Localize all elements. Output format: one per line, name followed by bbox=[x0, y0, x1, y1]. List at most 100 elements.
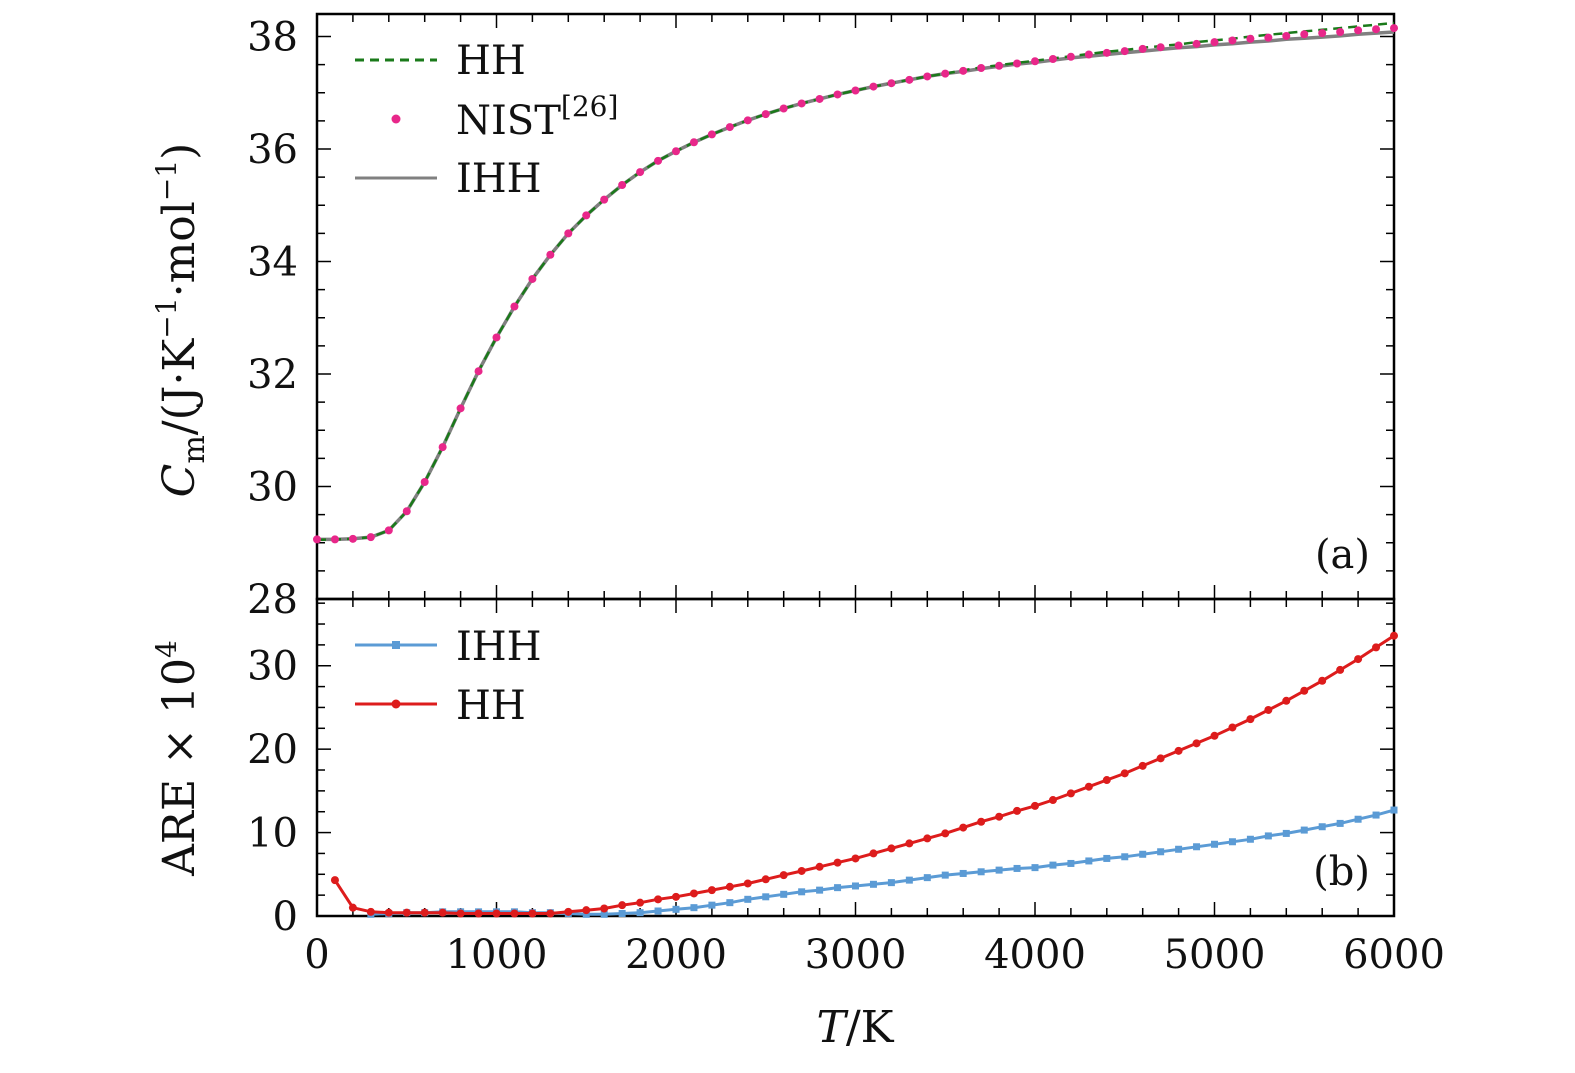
hh-are-point bbox=[492, 909, 501, 918]
ihh-are-point bbox=[852, 882, 859, 890]
hh-are-point bbox=[582, 906, 591, 915]
ihh-are-point bbox=[995, 866, 1003, 874]
panel-b-ylabel: ARE × 104 bbox=[150, 640, 205, 877]
nist-point bbox=[941, 69, 950, 78]
hh-are-point bbox=[1246, 715, 1255, 724]
hh-are-point bbox=[600, 904, 609, 913]
hh-are-point bbox=[1031, 801, 1039, 810]
nist-point bbox=[313, 535, 321, 544]
nist-point bbox=[564, 229, 573, 238]
hh-are-point bbox=[977, 817, 986, 826]
hh-are-point bbox=[438, 908, 447, 917]
ihh-are-point bbox=[1157, 848, 1165, 856]
hh-are-point bbox=[851, 854, 860, 863]
nist-point bbox=[797, 99, 806, 108]
nist-point bbox=[995, 61, 1004, 70]
ihh-are-point bbox=[636, 909, 644, 917]
ihh-are-point bbox=[762, 893, 770, 901]
hh-are-point bbox=[384, 908, 393, 917]
hh-are-point bbox=[1084, 782, 1093, 791]
hh-are-point bbox=[618, 901, 627, 910]
nist-point bbox=[492, 333, 501, 342]
ihh-are-point bbox=[1390, 806, 1398, 814]
ihh-are-point bbox=[923, 874, 931, 882]
ihh-are-point bbox=[1211, 840, 1218, 848]
hh-are-point bbox=[1210, 731, 1219, 740]
nist-point bbox=[672, 147, 680, 156]
hh-are-point bbox=[923, 834, 932, 843]
hh-are-point bbox=[672, 892, 680, 901]
nist-point bbox=[1354, 26, 1363, 35]
ihh-are-point bbox=[1121, 853, 1129, 861]
nist-point bbox=[1120, 47, 1129, 56]
nist-point bbox=[779, 104, 788, 113]
legend-b-ihh-marker bbox=[392, 641, 400, 649]
nist-point bbox=[923, 72, 932, 81]
hh-are-point bbox=[707, 886, 716, 895]
ihh-are-point bbox=[1372, 811, 1380, 819]
nist-point bbox=[977, 64, 986, 72]
nist-point bbox=[869, 82, 878, 91]
panel-b-ytick-label: 10 bbox=[247, 811, 298, 857]
ihh-are-point bbox=[582, 910, 590, 918]
hh-are-point bbox=[1120, 769, 1129, 778]
nist-point bbox=[833, 90, 842, 99]
panel-a-ytick-label: 28 bbox=[247, 577, 298, 623]
x-tick-label: 3000 bbox=[805, 932, 907, 978]
panel-a-ytick-label: 38 bbox=[247, 15, 298, 61]
nist-point bbox=[366, 533, 375, 542]
hh-are-point bbox=[869, 849, 878, 858]
hh-are-line bbox=[333, 634, 1395, 915]
nist-point bbox=[815, 94, 824, 103]
nist-point bbox=[618, 181, 627, 189]
nist-point bbox=[1300, 30, 1309, 39]
ihh-are-point bbox=[1067, 859, 1075, 867]
ihh-are-point bbox=[905, 876, 913, 884]
ihh-are-point bbox=[1085, 857, 1093, 865]
ihh-are-point bbox=[1300, 826, 1308, 834]
nist-point bbox=[582, 211, 591, 220]
nist-point bbox=[438, 443, 447, 452]
hh-are-point bbox=[1066, 789, 1075, 798]
nist-point bbox=[384, 526, 393, 535]
nist-point bbox=[1084, 50, 1093, 59]
hh-are-point bbox=[1048, 796, 1057, 805]
hh-are-point bbox=[797, 866, 806, 875]
x-tick-label: 1000 bbox=[446, 932, 548, 978]
ihh-are-point bbox=[654, 907, 662, 915]
nist-point bbox=[1246, 34, 1255, 43]
hh-are-point bbox=[995, 812, 1004, 821]
ihh-are-point bbox=[887, 879, 895, 887]
nist-point bbox=[402, 507, 411, 516]
nist-point bbox=[761, 110, 770, 119]
ihh-are-point bbox=[869, 880, 877, 888]
x-tick-label: 2000 bbox=[625, 932, 727, 978]
x-tick-label: 5000 bbox=[1164, 932, 1266, 978]
panel-a-series bbox=[313, 21, 1398, 544]
nist-point bbox=[1066, 52, 1075, 61]
nist-point bbox=[725, 123, 734, 132]
hh-are-point bbox=[546, 909, 555, 918]
hh-are-point bbox=[941, 829, 950, 838]
ihh-are-point bbox=[672, 905, 680, 913]
nist-point bbox=[456, 404, 465, 413]
nist-point bbox=[1031, 57, 1039, 66]
nist-point bbox=[1210, 38, 1219, 47]
hh-are-point bbox=[348, 903, 357, 912]
nist-point bbox=[1048, 55, 1057, 63]
nist-point bbox=[1102, 48, 1111, 57]
nist-point bbox=[1390, 24, 1398, 33]
nist-point bbox=[600, 195, 609, 204]
hh-are-point bbox=[1156, 754, 1165, 763]
ihh-are-point bbox=[1336, 819, 1344, 827]
ihh-are-point bbox=[1318, 823, 1326, 831]
legend-nist-label: NIST[26] bbox=[456, 90, 618, 144]
hh-are-point bbox=[420, 908, 429, 917]
nist-point bbox=[743, 116, 752, 125]
ihh-are-point bbox=[1246, 835, 1254, 843]
hh-are-point bbox=[402, 908, 411, 917]
nist-point bbox=[1264, 33, 1273, 42]
x-axis-title: T/K bbox=[816, 1002, 894, 1053]
hh-are-point bbox=[1354, 655, 1363, 664]
nist-point bbox=[1318, 29, 1327, 38]
